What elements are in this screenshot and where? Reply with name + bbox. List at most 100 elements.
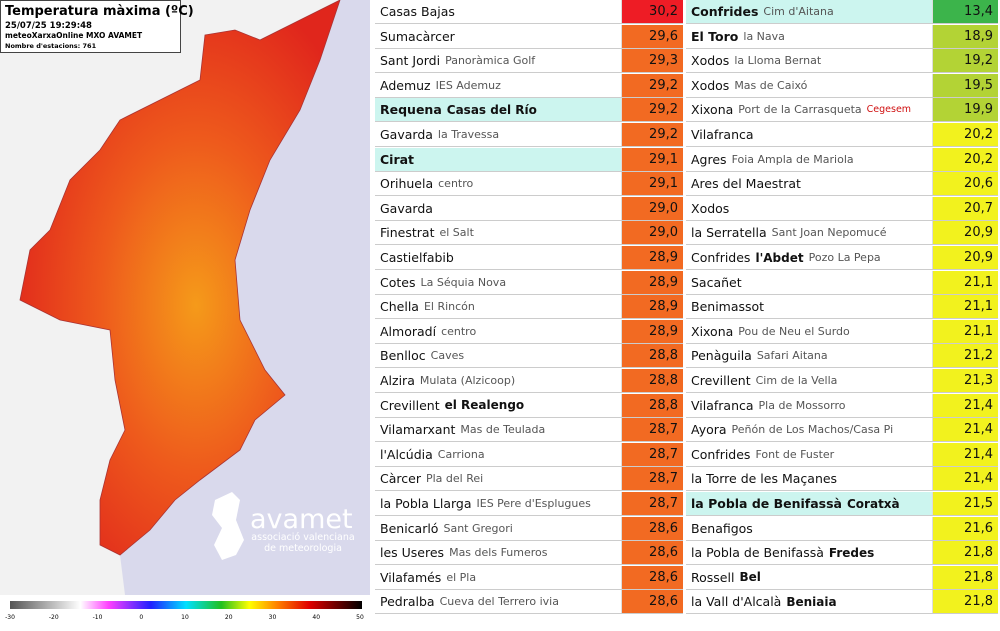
station-name: Ademuz (380, 77, 431, 93)
scale-label: -30 (5, 614, 15, 621)
temperature: 20,7 (933, 196, 998, 220)
temperature: 21,6 (933, 516, 998, 540)
station-cell: Requena Casas del Río (375, 98, 622, 122)
table-row: Finestrat el Salt 29,0 (375, 221, 683, 246)
temperature: 29,1 (622, 172, 683, 196)
table-row: Gavarda 29,0 (375, 196, 683, 221)
table-row: la Pobla Llarga IES Pere d'Esplugues 28,7 (375, 492, 683, 516)
station-site: Cueva del Terrero ivia (439, 595, 559, 609)
temperature: 21,8 (933, 541, 998, 565)
station-cell: Confrides Cim d'Aitana (686, 0, 933, 23)
scale-label: 30 (269, 614, 277, 621)
station-cell: Orihuela centro (375, 172, 622, 196)
station-name: Cirat (380, 151, 415, 167)
station-name: Crevillent (380, 397, 440, 413)
station-cell: Xodos Mas de Caixó (686, 73, 933, 97)
temperature: 20,2 (933, 123, 998, 146)
station-name: les Useres (380, 545, 445, 561)
temperature: 20,9 (933, 221, 998, 245)
station-cell: la Pobla Llarga IES Pere d'Esplugues (375, 492, 622, 515)
header-box (0, 0, 181, 53)
temperature: 21,1 (933, 295, 998, 319)
source: meteoXarxaOnline MXO AVAMET (5, 31, 143, 40)
temperature: 21,4 (933, 418, 998, 442)
temperature: 21,2 (933, 344, 998, 368)
station-site: Cim d'Aitana (763, 5, 834, 18)
station-cell: Castielfabib (375, 246, 622, 269)
table-row: Vilamarxant Mas de Teulada 28,7 (375, 418, 683, 443)
temperature: 21,4 (933, 442, 998, 466)
station-name: Crevillent (691, 373, 751, 388)
table-row: Gavarda la Travessa 29,2 (375, 123, 683, 147)
table-row: Confrides Cim d'Aitana 13,4 (686, 0, 998, 24)
station-site: Coratxà (847, 496, 900, 511)
temperature: 21,8 (933, 565, 998, 589)
station-name: Chella (380, 299, 419, 315)
table-row: Rossell Bel 21,8 (686, 565, 998, 590)
station-site: Bel (739, 570, 761, 585)
temperature: 28,9 (622, 319, 683, 343)
station-cell: Cotes La Séquia Nova (375, 270, 622, 294)
temperature: 28,7 (622, 418, 683, 442)
station-cell: Rossell Bel (686, 565, 933, 589)
map-title: Temperatura màxima (ºC) (5, 4, 194, 19)
station-site: Port de la Carrasqueta (738, 103, 862, 117)
region (19, 0, 341, 556)
temperature: 21,8 (933, 590, 998, 614)
table-row: Confrides l'Abdet Pozo La Pepa 20,9 (686, 246, 998, 270)
station-name: Cotes (380, 274, 416, 290)
station-site: Casas del Río (446, 102, 537, 117)
station-cell: Vilamarxant Mas de Teulada (375, 418, 622, 442)
station-site: Pla del Rei (425, 472, 484, 486)
station-name: Benimassot (691, 299, 765, 315)
station-cell: la Torre de les Maçanes (686, 467, 933, 491)
station-site: Mas de Teulada (460, 423, 546, 437)
station-name: Ares del Maestrat (691, 176, 801, 192)
station-cell: la Vall d'Alcalà Beniaia (686, 590, 933, 614)
station-cell: la Serratella Sant Joan Nepomucé (686, 221, 933, 245)
station-cell: Crevillent Cim de la Vella (686, 369, 933, 392)
table-row: la Serratella Sant Joan Nepomucé 20,9 (686, 221, 998, 246)
temperature: 18,9 (933, 24, 998, 48)
table-row: Cirat 29,1 (375, 147, 683, 172)
station-cell: Xixona Pou de Neu el Surdo (686, 319, 933, 343)
station-cell: la Pobla de Benifassà Fredes (686, 541, 933, 565)
station-site: Pou de Neu el Surdo (738, 324, 850, 338)
temperature: 21,5 (933, 492, 998, 515)
table-row: El Toro la Nava 18,9 (686, 24, 998, 49)
temperature: 28,6 (622, 590, 683, 614)
station-site: el Realengo (444, 398, 525, 413)
table-row: les Useres Mas dels Fumeros 28,6 (375, 541, 683, 566)
table-row: Vilafamés el Pla 28,6 (375, 565, 683, 590)
temperature: 29,0 (622, 221, 683, 245)
table-row: Benicarló Sant Gregori 28,6 (375, 516, 683, 541)
station-cell: Benimassot (686, 295, 933, 319)
table-row: Ares del Maestrat 20,6 (686, 172, 998, 197)
scale-label: -20 (49, 614, 59, 621)
station-name: la Pobla de Benifassà (691, 545, 824, 561)
sea (120, 0, 370, 595)
station-cell: Confrides l'Abdet Pozo La Pepa (686, 246, 933, 269)
station-name: la Vall d'Alcalà (691, 594, 782, 610)
temperature: 13,4 (933, 0, 998, 23)
station-cell: Casas Bajas (375, 0, 622, 23)
station-cell: les Useres Mas dels Fumeros (375, 541, 622, 565)
station-site: el Pla (446, 570, 477, 584)
station-cell: Xodos la Lloma Bernat (686, 49, 933, 73)
table-row: Cotes La Séquia Nova 28,9 (375, 270, 683, 295)
table-row: Pedralba Cueva del Terrero ivia 28,6 (375, 590, 683, 615)
logo-name: avamet (250, 504, 353, 535)
logo-mark (212, 492, 244, 560)
temperature: 28,6 (622, 541, 683, 565)
logo-line: de meteorologia (264, 543, 342, 554)
station-tag: Cegesem (866, 104, 912, 116)
station-cell: Crevillent el Realengo (375, 393, 622, 417)
table-row: Càrcer Pla del Rei 28,7 (375, 467, 683, 492)
station-name: Benicarló (380, 520, 439, 536)
temperature: 19,2 (933, 49, 998, 73)
station-name: Benafigos (691, 520, 753, 536)
table-row: Sant Jordi Panoràmica Golf 29,3 (375, 49, 683, 74)
station-site: Caves (430, 349, 465, 363)
logo-line: associació valenciana (251, 532, 354, 543)
station-name: Sant Jordi (380, 53, 441, 69)
